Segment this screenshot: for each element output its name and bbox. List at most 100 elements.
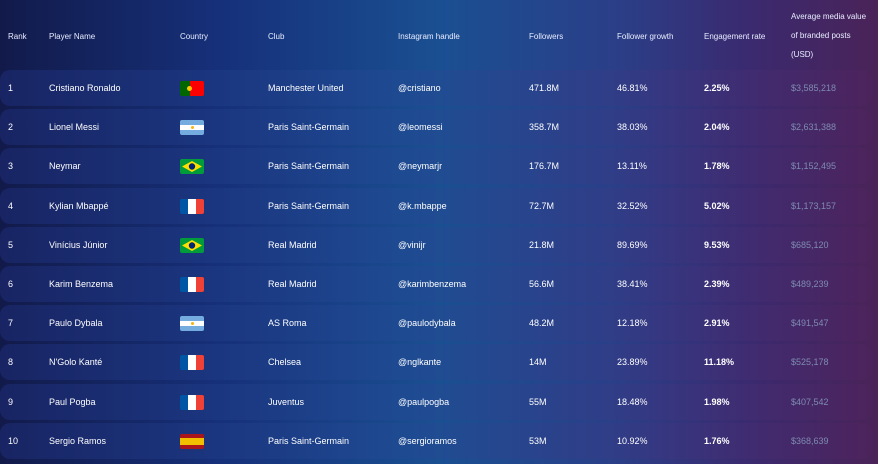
player-name-cell: Kylian Mbappé — [49, 200, 109, 211]
followers-cell: 56.6M — [529, 279, 555, 289]
instagram-handle-cell: @vinijr — [398, 239, 426, 250]
rank-cell: 10 — [8, 435, 19, 446]
engagement-rate-cell: 1.78% — [704, 161, 730, 172]
player-name-cell: Paul Pogba — [49, 396, 96, 407]
player-name-cell: Vinícius Júnior — [49, 239, 108, 250]
header-average-media-value: Average media value of branded posts (US… — [791, 12, 867, 59]
rank-cell: 7 — [8, 318, 14, 329]
engagement-rate-cell: 2.25% — [704, 83, 730, 93]
engagement-rate-cell: 2.04% — [704, 122, 730, 133]
follower-growth-cell: 89.69% — [617, 239, 648, 250]
table-header: Rank Player Name Country Club Instagram … — [0, 0, 878, 68]
player-name-cell: Cristiano Ronaldo — [49, 83, 121, 93]
header-follower-growth: Follower growth — [617, 32, 674, 41]
media-value-cell: $525,178 — [791, 357, 829, 368]
club-cell: Real Madrid — [268, 279, 317, 289]
france-flag-icon — [180, 394, 204, 410]
header-rank: Rank — [8, 32, 27, 41]
followers-cell: 55M — [529, 396, 547, 407]
engagement-rate-cell: 9.53% — [704, 239, 730, 250]
instagram-handle-cell: @karimbenzema — [398, 279, 467, 289]
table-row: 4 Kylian Mbappé Paris Saint-Germain @k.mbap… — [0, 187, 872, 224]
engagement-rate-cell: 2.39% — [704, 279, 730, 289]
follower-growth-cell: 13.11% — [617, 161, 647, 172]
followers-cell: 176.7M — [529, 161, 560, 172]
rank-cell: 6 — [8, 279, 14, 289]
rank-cell: 2 — [8, 122, 14, 133]
rank-cell: 1 — [8, 83, 14, 93]
table-row: 5 Vinícius Júnior Real Madrid @vinijr 21.8M 8… — [0, 226, 872, 263]
engagement-rate-cell: 2.91% — [704, 318, 730, 329]
followers-cell: 53M — [529, 435, 547, 446]
header-engagement-rate: Engagement rate — [704, 32, 766, 41]
follower-growth-cell: 38.03% — [617, 122, 648, 133]
player-name-cell: Sergio Ramos — [49, 435, 107, 446]
table-row: 3 Neymar Paris Saint-Germain @neymarjr 176.7… — [0, 148, 872, 185]
club-cell: AS Roma — [268, 318, 307, 329]
follower-growth-cell: 18.48% — [617, 396, 648, 407]
club-cell: Juventus — [268, 396, 305, 407]
table-row: 8 N'Golo Kanté Chelsea @nglkante 14M 23.89% 11… — [0, 344, 872, 381]
follower-growth-cell: 23.89% — [617, 357, 648, 368]
player-name-cell: Neymar — [49, 161, 81, 172]
club-cell: Real Madrid — [268, 239, 317, 250]
brazil-flag-icon — [180, 237, 204, 253]
portugal-flag-icon — [180, 81, 204, 96]
table-row: 9 Paul Pogba Juventus @paulpogba 55M 18.48% 1.… — [0, 383, 872, 420]
instagram-handle-cell: @paulpogba — [398, 396, 450, 407]
media-value-cell: $2,631,388 — [791, 122, 837, 133]
rank-cell: 8 — [8, 357, 14, 368]
follower-growth-cell: 46.81% — [617, 83, 648, 93]
player-name-cell: Paulo Dybala — [49, 318, 103, 329]
club-cell: Paris Saint-Germain — [268, 122, 350, 133]
spain-flag-icon — [180, 433, 204, 449]
rank-cell: 9 — [8, 396, 14, 407]
media-value-cell: $1,173,157 — [791, 200, 837, 211]
instagram-handle-cell: @nglkante — [398, 357, 442, 368]
media-value-cell: $1,152,495 — [791, 161, 837, 172]
table-row: 10 Sergio Ramos Paris Saint-Germain @sergio… — [0, 422, 872, 459]
table-row: 2 Lionel Messi Paris Saint-Germain @leomess… — [0, 109, 872, 146]
instagram-handle-cell: @sergioramos — [398, 435, 457, 446]
header-club: Club — [268, 32, 285, 41]
instagram-handle-cell: @paulodybala — [398, 318, 456, 329]
followers-cell: 48.2M — [529, 318, 555, 329]
france-flag-icon — [180, 277, 204, 292]
engagement-rate-cell: 1.76% — [704, 435, 730, 446]
argentina-flag-icon — [180, 316, 204, 332]
header-followers: Followers — [529, 32, 564, 41]
rank-cell: 3 — [8, 161, 14, 172]
club-cell: Chelsea — [268, 357, 302, 368]
table-row: 7 Paulo Dybala AS Roma @paulodybala 48.2M 12.… — [0, 305, 872, 342]
header-instagram-handle: Instagram handle — [398, 32, 460, 41]
followers-cell: 21.8M — [529, 239, 555, 250]
instagram-handle-cell: @cristiano — [398, 83, 441, 93]
instagram-handle-cell: @leomessi — [398, 122, 443, 133]
club-cell: Paris Saint-Germain — [268, 435, 350, 446]
player-name-cell: N'Golo Kanté — [49, 357, 103, 368]
argentina-flag-icon — [180, 120, 204, 136]
media-value-cell: $685,120 — [791, 239, 829, 250]
header-country: Country — [180, 32, 209, 41]
france-flag-icon — [180, 198, 204, 214]
followers-cell: 14M — [529, 357, 547, 368]
engagement-rate-cell: 1.98% — [704, 396, 730, 407]
player-name-cell: Lionel Messi — [49, 122, 100, 133]
brazil-flag-icon — [180, 159, 204, 175]
media-value-cell: $407,542 — [791, 396, 829, 407]
instagram-handle-cell: @neymarjr — [398, 161, 443, 172]
table-row: 1 Cristiano Ronaldo Manchester United @cris… — [0, 70, 872, 106]
media-value-cell: $3,585,218 — [791, 83, 837, 93]
france-flag-icon — [180, 355, 204, 371]
club-cell: Paris Saint-Germain — [268, 200, 350, 211]
media-value-cell: $489,239 — [791, 279, 829, 289]
followers-cell: 471.8M — [529, 83, 560, 93]
player-name-cell: Karim Benzema — [49, 279, 114, 289]
rank-cell: 5 — [8, 239, 14, 250]
engagement-rate-cell: 11.18% — [704, 357, 735, 368]
header-player-name: Player Name — [49, 32, 96, 41]
media-value-cell: $368,639 — [791, 435, 829, 446]
follower-growth-cell: 10.92% — [617, 435, 648, 446]
club-cell: Manchester United — [268, 83, 344, 93]
